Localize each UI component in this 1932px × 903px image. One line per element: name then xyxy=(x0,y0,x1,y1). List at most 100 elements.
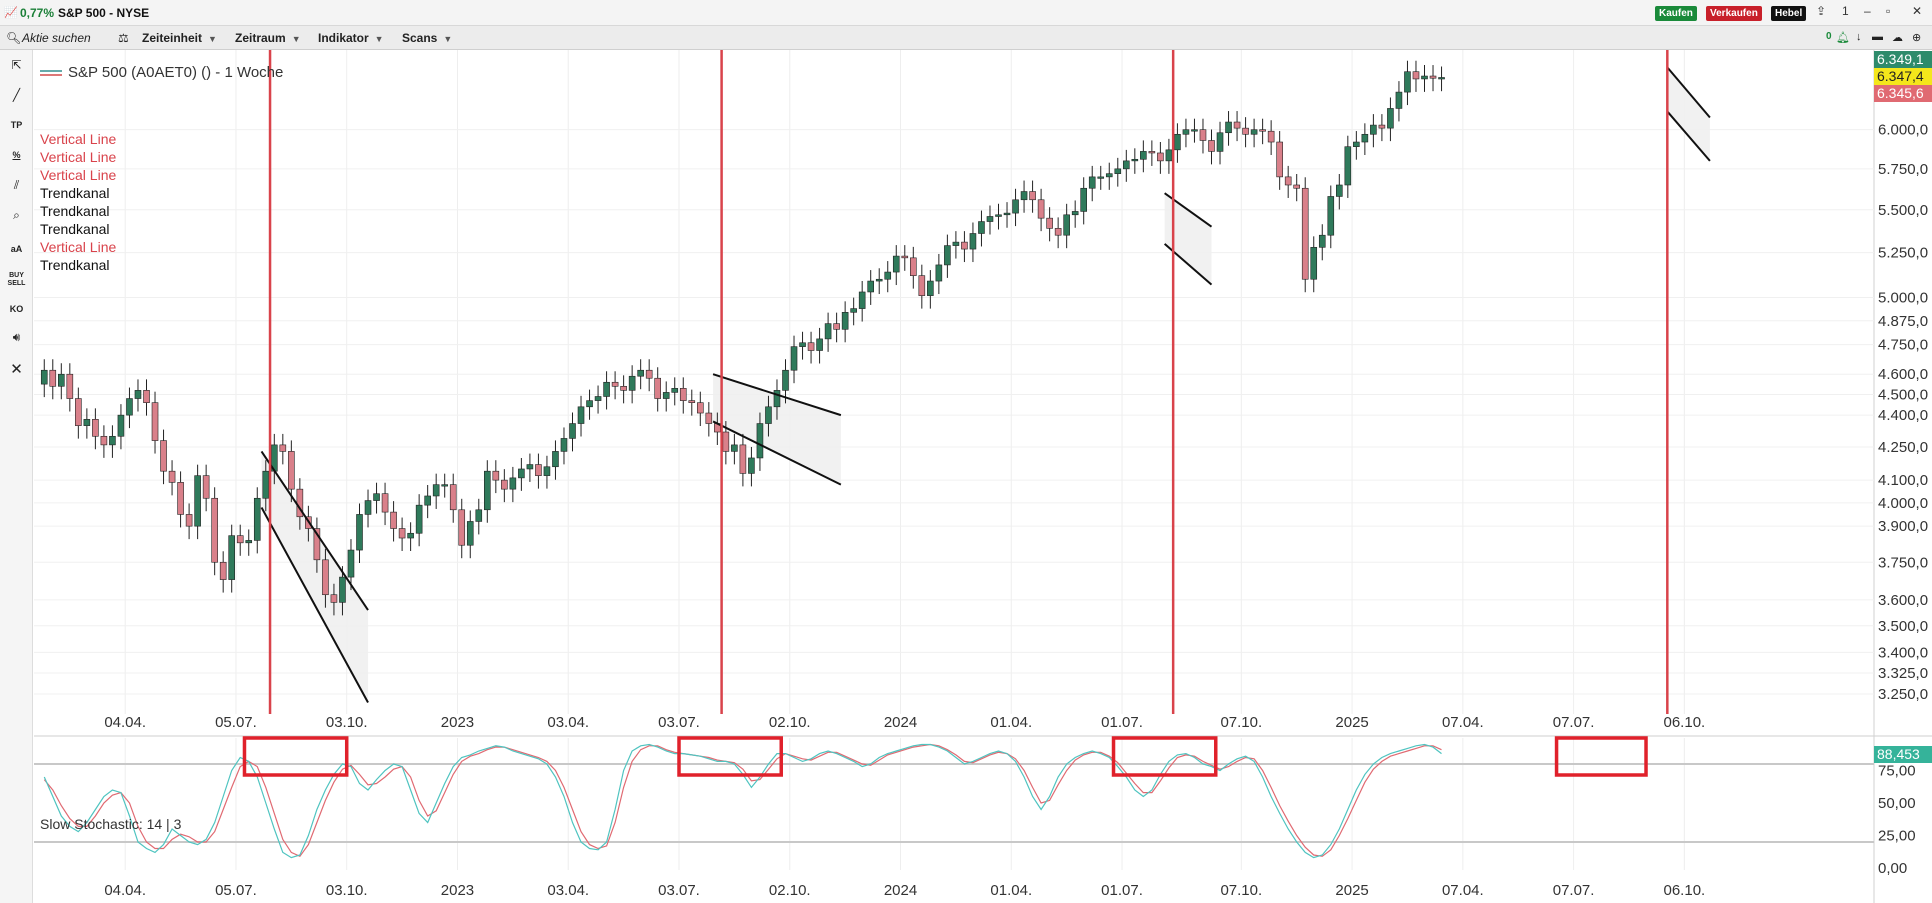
close-icon[interactable]: ✕ xyxy=(10,361,23,378)
drawing-object-item[interactable]: Vertical Line xyxy=(40,149,117,165)
close-window-icon[interactable]: ✕ xyxy=(1912,4,1923,18)
add-icon[interactable]: ⊕ xyxy=(1912,32,1922,44)
candle-body xyxy=(1412,71,1420,80)
candle-body xyxy=(228,535,235,580)
leverage-button[interactable]: Hebel xyxy=(1771,6,1807,21)
drawing-object-item[interactable]: Trendkanal xyxy=(40,257,110,273)
menu-zeitraum[interactable]: Zeitraum ▼ xyxy=(235,31,301,45)
title-bar: 📈 0,77% S&P 500 - NYSE Kaufen Verkaufen … xyxy=(0,0,1932,26)
candle-body xyxy=(1370,124,1377,135)
candle-body xyxy=(679,388,687,401)
candle-body xyxy=(1191,129,1198,132)
x-tick-label: 06.10. xyxy=(1664,882,1706,899)
candle-body xyxy=(918,275,926,296)
stoch-highlight-box xyxy=(677,736,783,777)
candle-body xyxy=(398,528,406,539)
ko-icon[interactable]: KO xyxy=(9,304,24,314)
candle-body xyxy=(1063,214,1070,236)
buy-button[interactable]: Kaufen xyxy=(1655,6,1697,21)
stoch-tick-label: 0,00 xyxy=(1878,860,1907,877)
candle-body xyxy=(509,477,517,490)
x-tick-label: 02.10. xyxy=(769,714,811,731)
candle-body xyxy=(160,440,167,472)
price-tick-label: 4.100,0 xyxy=(1878,472,1928,489)
candle-body xyxy=(1182,129,1190,135)
x-tick-label: 01.04. xyxy=(990,714,1032,731)
candle-body xyxy=(364,500,372,515)
x-tick-label: 05.07. xyxy=(215,882,257,899)
candle-body xyxy=(1199,129,1207,141)
candle-body xyxy=(92,419,99,437)
price-tick-label: 4.000,0 xyxy=(1878,495,1928,512)
candle-body xyxy=(765,406,772,424)
minimize-icon[interactable]: – xyxy=(1864,4,1871,18)
candle-body xyxy=(756,423,764,459)
candle-body xyxy=(1344,146,1352,186)
cloud-icon[interactable]: ☁ xyxy=(1892,32,1903,44)
folder-icon[interactable]: ▬ xyxy=(1872,31,1883,43)
candle-body xyxy=(1097,176,1105,179)
candle-body xyxy=(569,423,576,439)
drawing-object-item[interactable]: Vertical Line xyxy=(40,239,117,255)
zoom-icon[interactable]: ⌕ xyxy=(13,208,20,222)
x-tick-label: 2024 xyxy=(884,714,917,731)
trend-channel-line xyxy=(712,420,842,486)
drawing-object-item[interactable]: Trendkanal xyxy=(40,221,110,237)
x-tick-label: 2023 xyxy=(441,882,474,899)
candle-body xyxy=(782,369,789,391)
trend-channel-fill xyxy=(1667,67,1710,161)
save-icon[interactable]: ↓ xyxy=(1856,31,1862,43)
candle-body xyxy=(577,406,585,424)
stoch-d-line xyxy=(43,743,1442,858)
drawing-object-item[interactable]: Trendkanal xyxy=(40,203,110,219)
x-tick-label: 03.07. xyxy=(658,714,700,731)
tp-icon[interactable]: TP xyxy=(10,120,23,130)
price-tick-label: 3.500,0 xyxy=(1878,618,1928,635)
share-icon[interactable]: ⇪ xyxy=(1816,4,1827,18)
buy-sell-icon[interactable]: BUY SELL xyxy=(7,272,26,287)
text-size-icon[interactable]: aA xyxy=(10,244,23,254)
menu-scans[interactable]: Scans ▼ xyxy=(402,31,453,45)
cursor-icon[interactable]: ⇱ xyxy=(11,58,22,72)
sound-icon[interactable]: 🔊︎ xyxy=(12,330,21,344)
menu-indikator[interactable]: Indikator ▼ xyxy=(318,31,384,45)
bell-icon[interactable]: 🔔︎ xyxy=(1836,32,1850,44)
channel-icon[interactable]: ⫽ xyxy=(13,178,20,192)
candle-body xyxy=(1157,152,1164,162)
candle-body xyxy=(628,375,636,391)
drawing-sidebar: ⇱ ╱ TP % ⫽ ⌕ aA BUY SELL KO 🔊︎ ✕ xyxy=(0,50,33,903)
candle-body xyxy=(339,576,346,603)
candle-body xyxy=(875,278,883,282)
stoch-tick-label: 50,00 xyxy=(1878,795,1916,812)
candle-body xyxy=(637,369,644,377)
candle-body xyxy=(501,479,508,490)
scale-icon: ⚖ xyxy=(118,31,129,45)
drawing-object-item[interactable]: Trendkanal xyxy=(40,185,110,201)
candle-body xyxy=(1276,141,1283,178)
percent-icon[interactable]: % xyxy=(12,150,21,160)
line-draw-icon[interactable]: ╱ xyxy=(12,88,21,102)
candle-body xyxy=(969,233,977,250)
x-tick-label: 03.04. xyxy=(547,882,589,899)
candle-body xyxy=(373,493,380,501)
candle-body xyxy=(594,396,602,401)
candle-body xyxy=(560,438,568,452)
drawing-object-item[interactable]: Vertical Line xyxy=(40,131,117,147)
candle-body xyxy=(1284,176,1292,186)
candle-body xyxy=(1225,121,1232,134)
price-chart[interactable]: 04.04. 04.04. 05.07. 05.07. 03.10. 03.10. 2023… xyxy=(34,50,1932,903)
menu-zeiteinheit[interactable]: Zeiteinheit ▼ xyxy=(142,31,217,45)
x-tick-label: 01.04. xyxy=(990,882,1032,899)
sell-button[interactable]: Verkaufen xyxy=(1706,6,1762,21)
maximize-icon[interactable]: ▫ xyxy=(1886,4,1891,18)
chevron-down-icon: ▼ xyxy=(208,34,217,44)
candle-body xyxy=(1003,212,1011,216)
window-counter: 1 xyxy=(1842,4,1849,18)
candle-body xyxy=(415,504,423,534)
candle-body xyxy=(279,444,287,452)
candle-body xyxy=(1114,168,1122,174)
candle-body xyxy=(535,464,542,476)
drawing-object-item[interactable]: Vertical Line xyxy=(40,167,117,183)
search-input[interactable]: Aktie suchen xyxy=(22,31,91,45)
x-tick-label: 03.10. xyxy=(326,882,368,899)
